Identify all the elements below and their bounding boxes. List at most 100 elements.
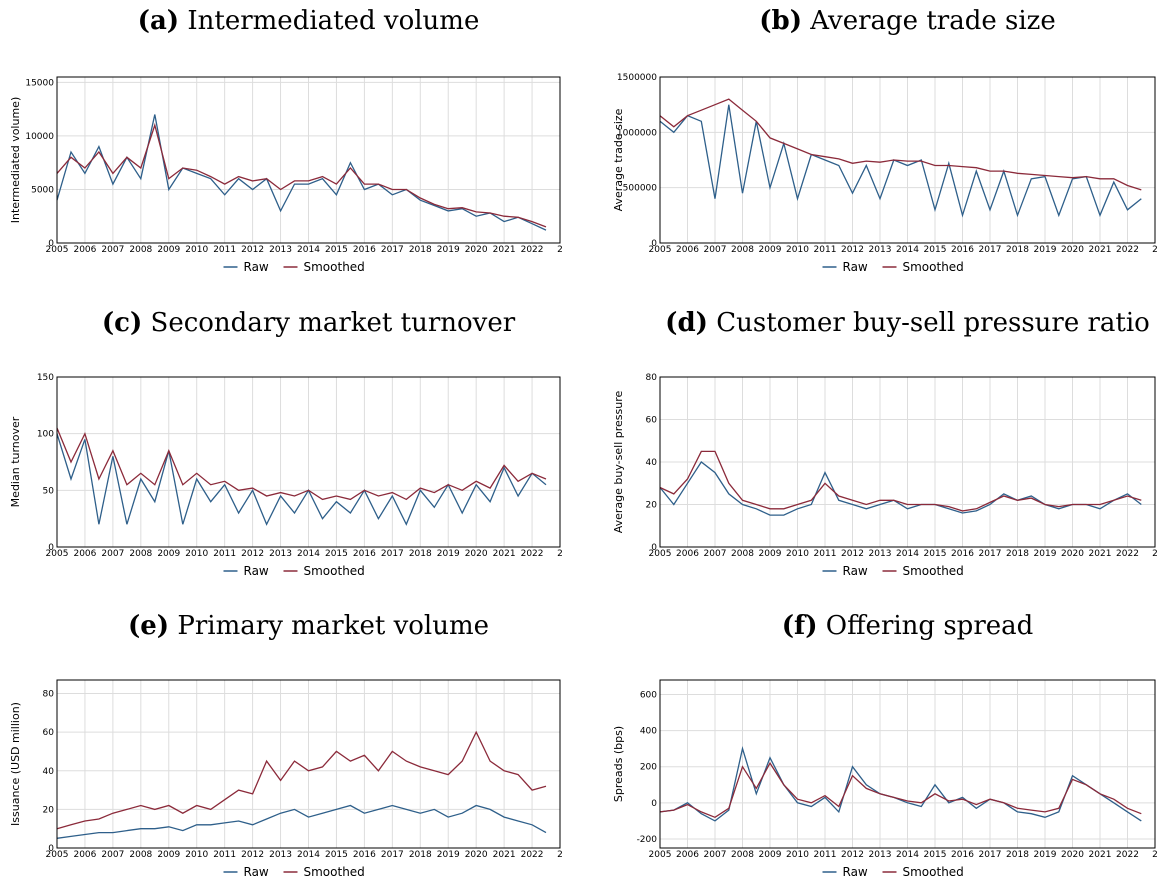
- x-tick-label: 2018: [409, 549, 432, 559]
- y-tick-label: 0: [651, 543, 657, 553]
- x-tick-label: 2021: [493, 245, 516, 255]
- panel-title-text: Intermediated volume: [187, 6, 479, 36]
- x-tick-label: 2015: [325, 549, 348, 559]
- panel-title-text: Offering spread: [826, 611, 1034, 641]
- plot-frame: [659, 76, 1156, 244]
- plot-frame: [56, 679, 561, 849]
- x-tick-label: 2007: [101, 245, 124, 255]
- y-tick-label: 5000: [31, 185, 54, 195]
- plot-frame: [56, 376, 561, 548]
- legend-label: Smoothed: [903, 260, 964, 274]
- x-tick-label: 2021: [1089, 850, 1112, 860]
- legend-label: Smoothed: [304, 564, 365, 578]
- y-tick-label: 0: [48, 844, 54, 854]
- x-tick-label: 2014: [896, 850, 919, 860]
- x-tick-label: 2: [1152, 245, 1158, 255]
- y-axis-label: Average trade size: [612, 108, 625, 211]
- x-tick-label: 2017: [381, 850, 404, 860]
- x-tick-label: 2021: [1089, 549, 1112, 559]
- panel: (f) Offering spread -200 0 200 400 600 2005 200…: [612, 611, 1158, 879]
- panel: (d) Customer buy-sell pressure ratio 0 20 4…: [612, 308, 1158, 578]
- x-tick-label: 2022: [1116, 245, 1139, 255]
- y-axis-label: Median turnover: [9, 416, 22, 507]
- plot-frame: [56, 76, 561, 244]
- series-line: [659, 98, 1142, 191]
- x-tick-label: 2020: [465, 245, 488, 255]
- y-axis-label: Intermediated volume): [9, 97, 22, 224]
- x-tick-label: 2012: [841, 245, 864, 255]
- x-tick-label: 2014: [297, 850, 320, 860]
- x-tick-label: 2007: [704, 549, 727, 559]
- panel-label: (d): [665, 308, 708, 338]
- y-axis-label: Issuance (USD million): [9, 702, 22, 826]
- x-tick-label: 2019: [437, 549, 460, 559]
- x-tick-label: 2007: [704, 850, 727, 860]
- panel-title: (c) Secondary market turnover: [102, 308, 516, 338]
- x-tick-label: 2: [1152, 850, 1158, 860]
- x-tick-label: 2021: [493, 850, 516, 860]
- x-tick-label: 2017: [979, 245, 1002, 255]
- x-tick-label: 2: [557, 245, 563, 255]
- x-tick-label: 2013: [269, 850, 292, 860]
- series-line: [659, 461, 1142, 516]
- series-line: [659, 761, 1142, 819]
- x-tick-label: 2: [557, 850, 563, 860]
- panel: (b) Average trade size 0 500000 1000000 1500…: [612, 6, 1158, 274]
- y-tick-label: 20: [646, 501, 658, 511]
- x-tick-label: 2006: [676, 850, 699, 860]
- x-tick-label: 2020: [465, 850, 488, 860]
- series-line: [56, 433, 547, 526]
- x-tick-label: 2008: [731, 245, 754, 255]
- panel-title: (e) Primary market volume: [128, 611, 489, 641]
- plot-frame: [659, 376, 1156, 548]
- x-tick-label: 2016: [951, 549, 974, 559]
- x-tick-label: 2005: [46, 850, 69, 860]
- x-tick-label: 2019: [437, 245, 460, 255]
- x-tick-label: 2022: [521, 850, 544, 860]
- y-tick-label: 20: [43, 805, 55, 815]
- panel-title-text: Average trade size: [809, 6, 1055, 36]
- legend-label: Raw: [244, 564, 269, 578]
- y-tick-label: 600: [640, 690, 657, 700]
- x-tick-label: 2011: [213, 549, 236, 559]
- x-tick-label: 2: [1152, 549, 1158, 559]
- x-tick-label: 2006: [73, 245, 96, 255]
- y-tick-label: 40: [43, 767, 55, 777]
- x-tick-label: 2012: [241, 245, 264, 255]
- plot-frame: [659, 679, 1156, 849]
- x-tick-label: 2009: [157, 850, 180, 860]
- x-tick-label: 2013: [869, 245, 892, 255]
- x-tick-label: 2015: [325, 245, 348, 255]
- x-tick-label: 2013: [269, 549, 292, 559]
- x-tick-label: 2013: [869, 850, 892, 860]
- x-tick-label: 2007: [704, 245, 727, 255]
- x-tick-label: 2: [557, 549, 563, 559]
- x-tick-label: 2014: [297, 245, 320, 255]
- x-tick-label: 2016: [951, 850, 974, 860]
- panel-label: (f): [782, 611, 818, 641]
- panel-label: (b): [759, 6, 802, 36]
- x-tick-label: 2012: [841, 549, 864, 559]
- panel-title-text: Customer buy-sell pressure ratio: [716, 308, 1150, 338]
- x-tick-label: 2018: [1006, 549, 1029, 559]
- x-tick-label: 2019: [1034, 245, 1057, 255]
- y-tick-label: 40: [646, 458, 658, 468]
- x-tick-label: 2005: [649, 549, 672, 559]
- legend-label: Smoothed: [903, 865, 964, 879]
- x-tick-label: 2015: [924, 850, 947, 860]
- x-tick-label: 2021: [1089, 245, 1112, 255]
- x-tick-label: 2014: [896, 549, 919, 559]
- x-tick-label: 2010: [786, 549, 809, 559]
- panel: (a) Intermediated volume 0 5000 10000 15000 2…: [9, 6, 563, 274]
- series-line: [56, 427, 547, 501]
- x-tick-label: 2022: [521, 549, 544, 559]
- panel-title: (f) Offering spread: [782, 611, 1034, 641]
- x-tick-label: 2009: [157, 245, 180, 255]
- y-tick-label: 200: [640, 763, 657, 773]
- x-tick-label: 2011: [213, 245, 236, 255]
- series-line: [659, 104, 1142, 218]
- y-tick-label: 80: [43, 690, 55, 700]
- panel-title: (a) Intermediated volume: [138, 6, 480, 36]
- x-tick-label: 2005: [46, 549, 69, 559]
